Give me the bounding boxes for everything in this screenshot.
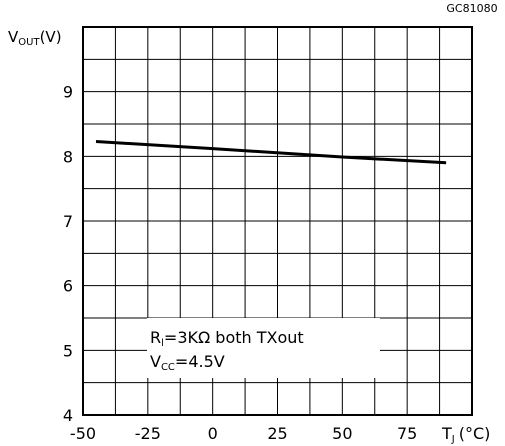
x-tick-labels: -50 -25 0 25 50 75 bbox=[70, 424, 417, 443]
x-axis-label: TJ (°C) bbox=[441, 424, 490, 445]
y-tick-label: 6 bbox=[63, 277, 73, 296]
y-axis-label: VOUT(V) bbox=[8, 28, 62, 48]
series-group bbox=[95, 140, 447, 165]
y-tick-label: 8 bbox=[63, 147, 73, 166]
x-tick-label: 75 bbox=[397, 424, 417, 443]
series-line-1 bbox=[95, 140, 447, 165]
x-tick-label: 50 bbox=[332, 424, 352, 443]
x-tick-label: -25 bbox=[135, 424, 161, 443]
y-tick-label: 7 bbox=[63, 212, 73, 231]
y-tick-label: 9 bbox=[63, 83, 73, 102]
x-tick-label: 0 bbox=[208, 424, 218, 443]
figure-code: GC81080 bbox=[446, 2, 497, 15]
y-tick-labels: 4 5 6 7 8 9 bbox=[63, 83, 73, 425]
plot-frame bbox=[82, 26, 473, 416]
y-tick-label: 5 bbox=[63, 341, 73, 360]
x-tick-label: -50 bbox=[70, 424, 96, 443]
annotation-box-bg bbox=[147, 318, 380, 378]
y-tick-label: 4 bbox=[63, 406, 73, 425]
annotation-line-1: Rl=3KΩ both TXout bbox=[150, 328, 304, 349]
annotation-line-2: VCC=4.5V bbox=[150, 352, 225, 373]
x-tick-label: 25 bbox=[267, 424, 287, 443]
